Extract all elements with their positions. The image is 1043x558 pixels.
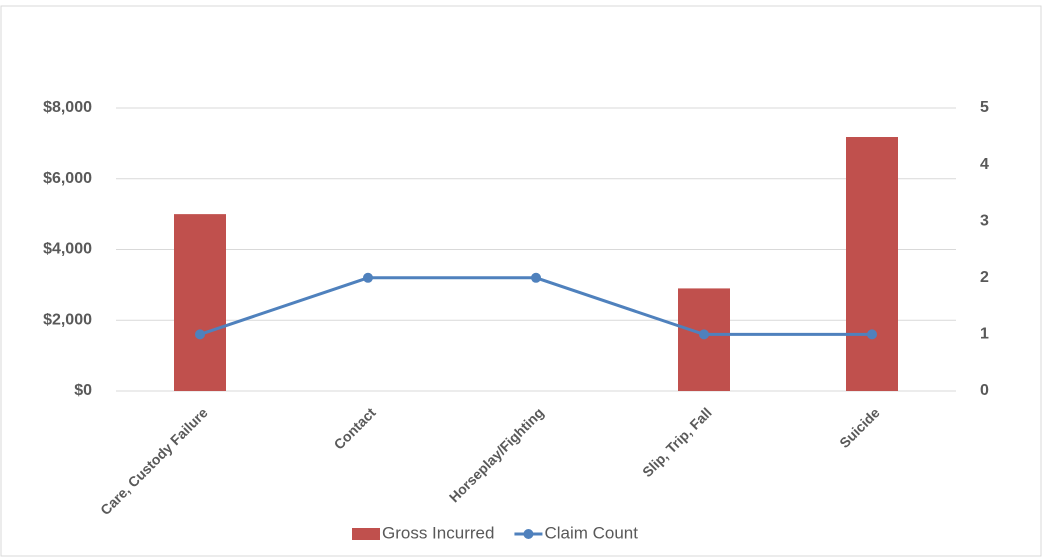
line-marker: [867, 329, 877, 340]
line-marker: [531, 272, 541, 283]
bar: [846, 137, 898, 391]
y-tick-label: $4,000: [43, 241, 92, 258]
y2-tick-label: 4: [980, 156, 989, 173]
y-tick-label: $2,000: [43, 311, 92, 328]
bar: [174, 214, 226, 391]
y2-tick-label: 2: [980, 269, 989, 286]
bar: [678, 288, 730, 391]
y-tick-label: $8,000: [43, 99, 92, 116]
y2-tick-label: 3: [980, 212, 989, 229]
y-tick-label: $0: [74, 382, 92, 399]
line-marker: [699, 329, 709, 340]
y2-tick-label: 5: [980, 99, 989, 116]
y2-tick-label: 1: [980, 326, 989, 343]
y-tick-label: $6,000: [43, 170, 92, 187]
legend-label: Gross Incurred: [382, 523, 494, 542]
legend-swatch: [352, 528, 380, 540]
y2-tick-label: 0: [980, 382, 989, 399]
legend-swatch-marker: [523, 529, 534, 539]
line-marker: [195, 329, 205, 340]
line-marker: [363, 272, 373, 283]
legend-label: Claim Count: [544, 523, 638, 542]
